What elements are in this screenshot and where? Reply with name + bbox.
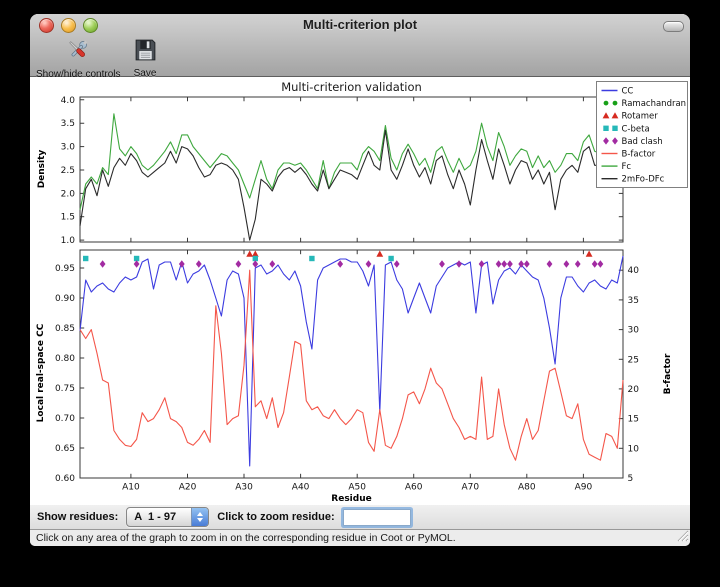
svg-text:0.95: 0.95 <box>55 264 75 274</box>
svg-text:3.0: 3.0 <box>61 143 76 153</box>
svg-text:2.5: 2.5 <box>61 166 75 176</box>
svg-text:A60: A60 <box>405 483 423 493</box>
legend: CC Ramachandran Rotamer C-beta Bad clash B-fa… <box>596 81 688 188</box>
svg-text:A50: A50 <box>348 483 366 493</box>
svg-text:1.0: 1.0 <box>61 236 76 246</box>
svg-text:40: 40 <box>628 266 640 276</box>
cc-axis-label: Local real-space CC <box>36 323 46 422</box>
svg-text:A70: A70 <box>461 483 479 493</box>
svg-text:CC: CC <box>622 87 634 97</box>
stepper-icon <box>191 508 209 526</box>
show-residues-select[interactable]: A 1 - 97 <box>126 507 210 527</box>
resize-grip-icon[interactable] <box>676 529 689 545</box>
zoom-button[interactable] <box>83 18 98 33</box>
svg-text:5: 5 <box>628 474 634 484</box>
bfactor-axis-label: B-factor <box>663 353 673 394</box>
svg-text:A20: A20 <box>179 483 197 493</box>
svg-text:A80: A80 <box>518 483 536 493</box>
top-axes-frame <box>79 96 624 243</box>
svg-text:B-factor: B-factor <box>622 150 656 160</box>
multi-criterion-plot-window: Multi-criterion plot <box>30 14 690 546</box>
show-hide-controls-label: Show/hide controls <box>36 69 121 80</box>
series-B-factor <box>79 269 624 461</box>
series-CC <box>79 255 624 467</box>
svg-text:35: 35 <box>628 296 639 306</box>
svg-text:Ramachandran: Ramachandran <box>622 99 687 109</box>
series-Fc <box>79 113 624 210</box>
svg-text:0.60: 0.60 <box>55 474 75 484</box>
density-axis-label: Density <box>37 150 47 189</box>
svg-text:20: 20 <box>628 385 640 395</box>
svg-text:Bad clash: Bad clash <box>622 137 663 147</box>
svg-text:0.75: 0.75 <box>55 384 75 394</box>
series-2mFo-DFc <box>79 129 624 241</box>
svg-text:0.70: 0.70 <box>55 414 75 424</box>
plot-title: Multi-criterion validation <box>281 80 422 94</box>
save-button[interactable]: Save <box>133 37 158 79</box>
svg-text:2mFo-DFc: 2mFo-DFc <box>622 175 665 185</box>
svg-text:A10: A10 <box>122 483 140 493</box>
traffic-lights <box>39 18 98 33</box>
toolbar: Show/hide controls Save <box>30 36 690 80</box>
svg-text:0.85: 0.85 <box>55 324 75 334</box>
save-label: Save <box>133 68 157 79</box>
axis-ticks: A10 A20 A30 A40 A50 A60 A70 A80 A90 1.0 1.5 2.0 2.5 3… <box>55 96 639 493</box>
svg-text:1.5: 1.5 <box>61 213 75 223</box>
status-text: Click on any area of the graph to zoom i… <box>36 532 456 544</box>
svg-text:4.0: 4.0 <box>61 96 76 106</box>
svg-text:0.90: 0.90 <box>55 294 75 304</box>
bottom-axes-frame <box>79 249 624 479</box>
svg-text:C-beta: C-beta <box>622 124 650 134</box>
show-hide-controls-button[interactable]: Show/hide controls <box>36 37 121 80</box>
zoom-residue-input[interactable] <box>342 508 411 526</box>
tools-icon <box>64 37 92 69</box>
svg-text:A90: A90 <box>575 483 593 493</box>
svg-text:10: 10 <box>628 444 640 454</box>
titlebar[interactable]: Multi-criterion plot <box>30 14 690 36</box>
plot-canvas-area: Multi-criterion validation A10 A20 A30 A40 A5… <box>30 77 690 505</box>
show-residues-label: Show residues: <box>37 511 119 523</box>
svg-text:3.5: 3.5 <box>61 119 75 129</box>
svg-text:A40: A40 <box>292 483 310 493</box>
zoom-residue-label: Click to zoom residue: <box>217 511 335 523</box>
residue-axis-label: Residue <box>331 494 371 504</box>
outlier-markers <box>83 250 604 268</box>
save-icon <box>133 37 158 68</box>
window-title: Multi-criterion plot <box>302 17 418 32</box>
svg-text:0.65: 0.65 <box>55 444 75 454</box>
svg-text:15: 15 <box>628 415 639 425</box>
close-button[interactable] <box>39 18 54 33</box>
toolbar-toggle-button[interactable] <box>663 21 684 32</box>
svg-text:25: 25 <box>628 355 639 365</box>
svg-text:30: 30 <box>628 326 640 336</box>
svg-text:Rotamer: Rotamer <box>622 112 659 122</box>
svg-text:Fc: Fc <box>622 162 632 172</box>
svg-text:0.80: 0.80 <box>55 354 75 364</box>
controls-bar: Show residues: A 1 - 97 Click to zoom re… <box>30 505 690 530</box>
status-bar: Click on any area of the graph to zoom i… <box>30 530 690 546</box>
window-chrome: Multi-criterion plot <box>30 14 690 80</box>
svg-text:2.0: 2.0 <box>61 189 76 199</box>
svg-text:A30: A30 <box>235 483 253 493</box>
minimize-button[interactable] <box>61 18 76 33</box>
chain-range-value: A 1 - 97 <box>134 511 177 523</box>
multi-criterion-plot[interactable]: Multi-criterion validation A10 A20 A30 A40 A5… <box>30 77 690 505</box>
